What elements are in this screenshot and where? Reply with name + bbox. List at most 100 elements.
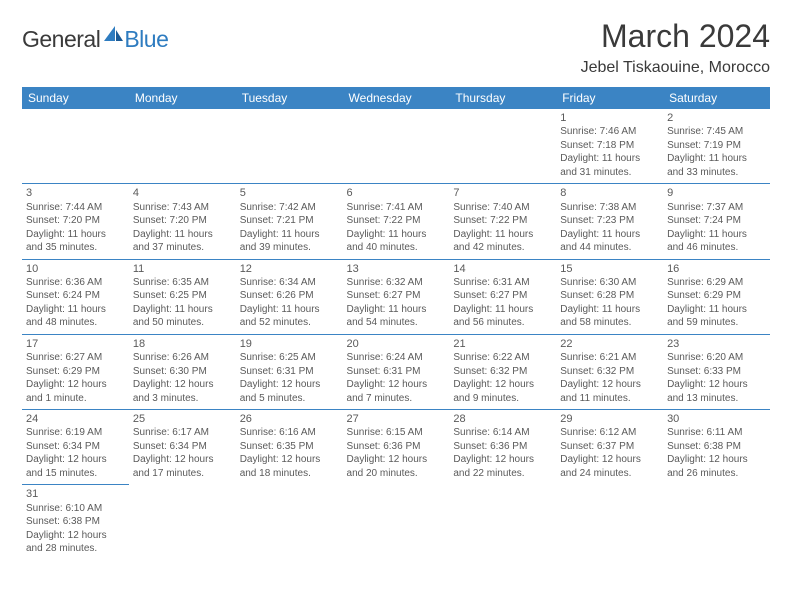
day-info-line: Sunrise: 6:36 AM	[26, 276, 125, 290]
day-info-line: and 35 minutes.	[26, 241, 125, 255]
day-info-line: and 13 minutes.	[667, 392, 766, 406]
calendar-day: 29Sunrise: 6:12 AMSunset: 6:37 PMDayligh…	[556, 410, 663, 485]
day-number: 27	[347, 412, 446, 426]
day-info-line: Sunrise: 7:38 AM	[560, 201, 659, 215]
day-info-line: Daylight: 11 hours	[560, 228, 659, 242]
day-info-line: Daylight: 12 hours	[453, 378, 552, 392]
day-info-line: Daylight: 11 hours	[560, 303, 659, 317]
day-number: 9	[667, 186, 766, 200]
month-title: March 2024	[581, 18, 770, 55]
day-info-line: Sunset: 6:35 PM	[240, 440, 339, 454]
day-info-line: Daylight: 11 hours	[667, 303, 766, 317]
day-number: 30	[667, 412, 766, 426]
day-info-line: Sunrise: 6:15 AM	[347, 426, 446, 440]
calendar-day: 2Sunrise: 7:45 AMSunset: 7:19 PMDaylight…	[663, 109, 770, 184]
day-number: 25	[133, 412, 232, 426]
weekday-header: Thursday	[449, 87, 556, 109]
day-info-line: Sunrise: 7:45 AM	[667, 125, 766, 139]
day-info-line: Sunrise: 6:30 AM	[560, 276, 659, 290]
day-number: 21	[453, 337, 552, 351]
day-info-line: Sunset: 6:29 PM	[667, 289, 766, 303]
day-info-line: Daylight: 12 hours	[133, 453, 232, 467]
day-info-line: Sunrise: 6:20 AM	[667, 351, 766, 365]
day-info-line: Sunrise: 6:31 AM	[453, 276, 552, 290]
day-info-line: Sunrise: 7:42 AM	[240, 201, 339, 215]
day-info-line: Sunrise: 6:11 AM	[667, 426, 766, 440]
day-info-line: Daylight: 12 hours	[240, 453, 339, 467]
day-number: 28	[453, 412, 552, 426]
day-info-line: Sunrise: 7:41 AM	[347, 201, 446, 215]
day-info-line: Sunset: 7:20 PM	[26, 214, 125, 228]
calendar-day-empty	[22, 109, 129, 184]
day-info-line: Sunrise: 6:27 AM	[26, 351, 125, 365]
day-number: 23	[667, 337, 766, 351]
day-info-line: Sunrise: 7:37 AM	[667, 201, 766, 215]
day-info-line: Sunset: 6:38 PM	[667, 440, 766, 454]
calendar-row: 1Sunrise: 7:46 AMSunset: 7:18 PMDaylight…	[22, 109, 770, 184]
day-info-line: Sunrise: 6:32 AM	[347, 276, 446, 290]
day-info-line: Sunset: 6:29 PM	[26, 365, 125, 379]
day-number: 18	[133, 337, 232, 351]
calendar-day: 15Sunrise: 6:30 AMSunset: 6:28 PMDayligh…	[556, 259, 663, 334]
day-number: 6	[347, 186, 446, 200]
calendar-day: 5Sunrise: 7:42 AMSunset: 7:21 PMDaylight…	[236, 184, 343, 259]
day-info-line: Sunset: 7:21 PM	[240, 214, 339, 228]
weekday-header: Friday	[556, 87, 663, 109]
day-info-line: Sunset: 6:32 PM	[453, 365, 552, 379]
weekday-header-row: SundayMondayTuesdayWednesdayThursdayFrid…	[22, 87, 770, 109]
day-info-line: Sunset: 7:23 PM	[560, 214, 659, 228]
day-number: 13	[347, 262, 446, 276]
day-info-line: and 52 minutes.	[240, 316, 339, 330]
calendar-day: 4Sunrise: 7:43 AMSunset: 7:20 PMDaylight…	[129, 184, 236, 259]
day-info-line: Daylight: 12 hours	[26, 529, 125, 543]
calendar-day-empty	[343, 485, 450, 563]
day-info-line: Daylight: 12 hours	[560, 378, 659, 392]
calendar-day: 1Sunrise: 7:46 AMSunset: 7:18 PMDaylight…	[556, 109, 663, 184]
day-info-line: Sunset: 6:34 PM	[133, 440, 232, 454]
day-info-line: Sunset: 6:34 PM	[26, 440, 125, 454]
day-info-line: Sunrise: 6:10 AM	[26, 502, 125, 516]
calendar-row: 31Sunrise: 6:10 AMSunset: 6:38 PMDayligh…	[22, 485, 770, 563]
day-info-line: and 46 minutes.	[667, 241, 766, 255]
day-info-line: Sunrise: 6:14 AM	[453, 426, 552, 440]
day-info-line: and 33 minutes.	[667, 166, 766, 180]
calendar-day: 3Sunrise: 7:44 AMSunset: 7:20 PMDaylight…	[22, 184, 129, 259]
day-info-line: Sunset: 6:26 PM	[240, 289, 339, 303]
day-info-line: and 24 minutes.	[560, 467, 659, 481]
day-info-line: Sunrise: 6:17 AM	[133, 426, 232, 440]
day-info-line: Sunrise: 7:40 AM	[453, 201, 552, 215]
calendar-day: 6Sunrise: 7:41 AMSunset: 7:22 PMDaylight…	[343, 184, 450, 259]
calendar-day-empty	[129, 485, 236, 563]
calendar-day: 28Sunrise: 6:14 AMSunset: 6:36 PMDayligh…	[449, 410, 556, 485]
day-info-line: Daylight: 12 hours	[667, 378, 766, 392]
day-info-line: Sunset: 6:36 PM	[347, 440, 446, 454]
day-info-line: Sunset: 6:28 PM	[560, 289, 659, 303]
calendar-day: 20Sunrise: 6:24 AMSunset: 6:31 PMDayligh…	[343, 334, 450, 409]
day-info-line: Sunset: 6:32 PM	[560, 365, 659, 379]
day-info-line: Sunrise: 6:21 AM	[560, 351, 659, 365]
calendar-day: 16Sunrise: 6:29 AMSunset: 6:29 PMDayligh…	[663, 259, 770, 334]
day-info-line: Sunset: 6:24 PM	[26, 289, 125, 303]
day-info-line: Sunset: 6:25 PM	[133, 289, 232, 303]
calendar-day: 31Sunrise: 6:10 AMSunset: 6:38 PMDayligh…	[22, 485, 129, 563]
calendar-day-empty	[449, 485, 556, 563]
weekday-header: Sunday	[22, 87, 129, 109]
day-info-line: Daylight: 11 hours	[560, 152, 659, 166]
day-info-line: and 3 minutes.	[133, 392, 232, 406]
day-info-line: and 9 minutes.	[453, 392, 552, 406]
calendar-day: 22Sunrise: 6:21 AMSunset: 6:32 PMDayligh…	[556, 334, 663, 409]
calendar-table: SundayMondayTuesdayWednesdayThursdayFrid…	[22, 87, 770, 563]
calendar-day: 23Sunrise: 6:20 AMSunset: 6:33 PMDayligh…	[663, 334, 770, 409]
day-number: 12	[240, 262, 339, 276]
day-info-line: and 39 minutes.	[240, 241, 339, 255]
day-number: 17	[26, 337, 125, 351]
day-info-line: Sunrise: 6:12 AM	[560, 426, 659, 440]
logo-sail-icon	[102, 24, 124, 49]
day-info-line: Sunset: 6:27 PM	[347, 289, 446, 303]
day-info-line: Daylight: 11 hours	[26, 303, 125, 317]
calendar-day-empty	[129, 109, 236, 184]
day-info-line: Daylight: 11 hours	[240, 303, 339, 317]
day-info-line: Daylight: 11 hours	[347, 228, 446, 242]
calendar-day: 25Sunrise: 6:17 AMSunset: 6:34 PMDayligh…	[129, 410, 236, 485]
day-number: 20	[347, 337, 446, 351]
